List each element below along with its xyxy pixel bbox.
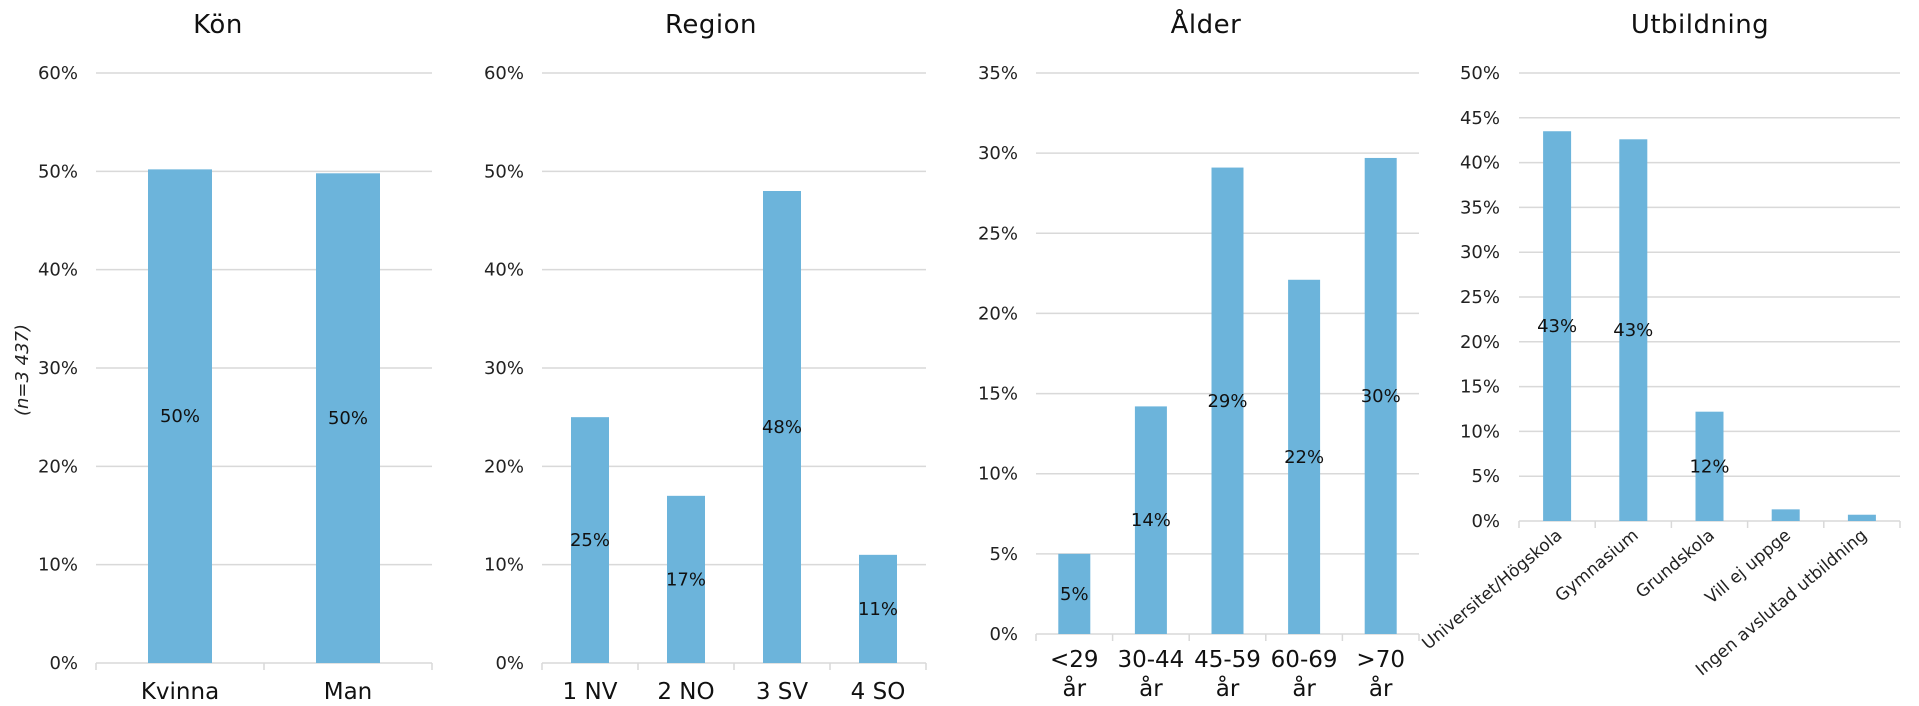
bar — [1771, 509, 1800, 521]
data-label: 25% — [570, 530, 610, 551]
x-category-label: år — [1063, 674, 1087, 702]
data-label: 11% — [858, 599, 898, 620]
y-tick-label: 20% — [978, 303, 1018, 324]
data-label: 22% — [1284, 447, 1324, 468]
y-tick-label: 25% — [978, 223, 1018, 244]
y-tick-label: 60% — [484, 63, 524, 84]
y-tick-label: 40% — [1460, 153, 1500, 174]
x-category-label: 4 SO — [851, 679, 906, 705]
data-label: 29% — [1207, 391, 1247, 412]
x-category-label: 2 NO — [657, 679, 714, 705]
data-label: 17% — [666, 569, 706, 590]
x-category-label: år — [1139, 674, 1163, 702]
bar — [1695, 411, 1724, 521]
y-tick-label: 40% — [484, 260, 524, 281]
x-category-label: år — [1292, 674, 1316, 702]
y-tick-label: 25% — [1460, 287, 1500, 308]
y-tick-label: 30% — [38, 358, 78, 379]
bar — [1134, 406, 1167, 634]
y-tick-label: 30% — [484, 358, 524, 379]
x-category-label: 1 NV — [563, 679, 618, 705]
bar — [1619, 139, 1648, 521]
data-label: 43% — [1613, 320, 1653, 341]
y-tick-label: 60% — [38, 63, 78, 84]
data-label: 43% — [1537, 316, 1577, 337]
y-tick-label: 20% — [38, 456, 78, 477]
y-tick-label: 10% — [978, 464, 1018, 485]
y-tick-label: 30% — [978, 143, 1018, 164]
data-label: 50% — [328, 408, 368, 429]
y-tick-label: 45% — [1460, 108, 1500, 129]
y-tick-label: 0% — [989, 624, 1018, 645]
x-category-label: 30-44 — [1117, 647, 1184, 673]
chart-title: Kön — [193, 10, 243, 40]
bar — [1288, 279, 1321, 634]
bar — [763, 191, 801, 663]
bar — [1211, 167, 1244, 634]
y-tick-label: 0% — [1471, 511, 1500, 532]
data-label: 50% — [160, 406, 200, 427]
y-tick-label: 5% — [989, 544, 1018, 565]
y-tick-label: 20% — [1460, 332, 1500, 353]
bar — [1364, 157, 1397, 635]
y-tick-label: 10% — [484, 555, 524, 576]
bar — [571, 417, 609, 663]
y-tick-label: 50% — [1460, 63, 1500, 84]
y-tick-label: 35% — [1460, 197, 1500, 218]
y-tick-label: 0% — [49, 653, 78, 674]
x-category-label: 60-69 — [1271, 647, 1338, 673]
x-category-label: 45-59 — [1194, 647, 1261, 673]
y-tick-label: 50% — [484, 161, 524, 182]
x-category-label: Universitet/Högskola — [1419, 526, 1567, 655]
x-category-label: Kvinna — [141, 679, 219, 705]
data-label: 48% — [762, 417, 802, 438]
data-label: 14% — [1131, 510, 1171, 531]
y-tick-label: 15% — [978, 384, 1018, 405]
bar — [667, 495, 705, 663]
bar — [1058, 553, 1091, 634]
bar — [148, 169, 212, 663]
y-tick-label: 20% — [484, 456, 524, 477]
y-tick-label: 0% — [495, 653, 524, 674]
y-tick-label: 40% — [38, 260, 78, 281]
y-tick-label: 10% — [1460, 421, 1500, 442]
chart-title: Ålder — [1171, 8, 1242, 40]
data-label: 12% — [1689, 456, 1729, 477]
x-category-label: >70 — [1356, 647, 1405, 673]
data-label: 30% — [1361, 386, 1401, 407]
chart-title: Utbildning — [1631, 10, 1769, 40]
x-category-label: 3 SV — [756, 679, 809, 705]
y-tick-label: 30% — [1460, 242, 1500, 263]
y-tick-label: 35% — [978, 63, 1018, 84]
bar — [859, 554, 897, 663]
x-category-label: <29 — [1050, 647, 1099, 673]
data-label: 5% — [1060, 584, 1089, 605]
x-category-label: år — [1216, 674, 1240, 702]
y-tick-label: 10% — [38, 555, 78, 576]
bar — [1543, 131, 1572, 522]
y-tick-label: 15% — [1460, 377, 1500, 398]
y-tick-label: 50% — [38, 161, 78, 182]
chart-title: Region — [665, 10, 757, 40]
x-category-label: Man — [324, 679, 373, 705]
y-tick-label: 5% — [1471, 466, 1500, 487]
x-category-label: år — [1369, 674, 1393, 702]
x-category-label: Gymnasium — [1552, 526, 1643, 607]
bar — [316, 173, 380, 664]
bar — [1847, 514, 1876, 521]
sample-size-note: (n=3 437) — [12, 324, 33, 416]
